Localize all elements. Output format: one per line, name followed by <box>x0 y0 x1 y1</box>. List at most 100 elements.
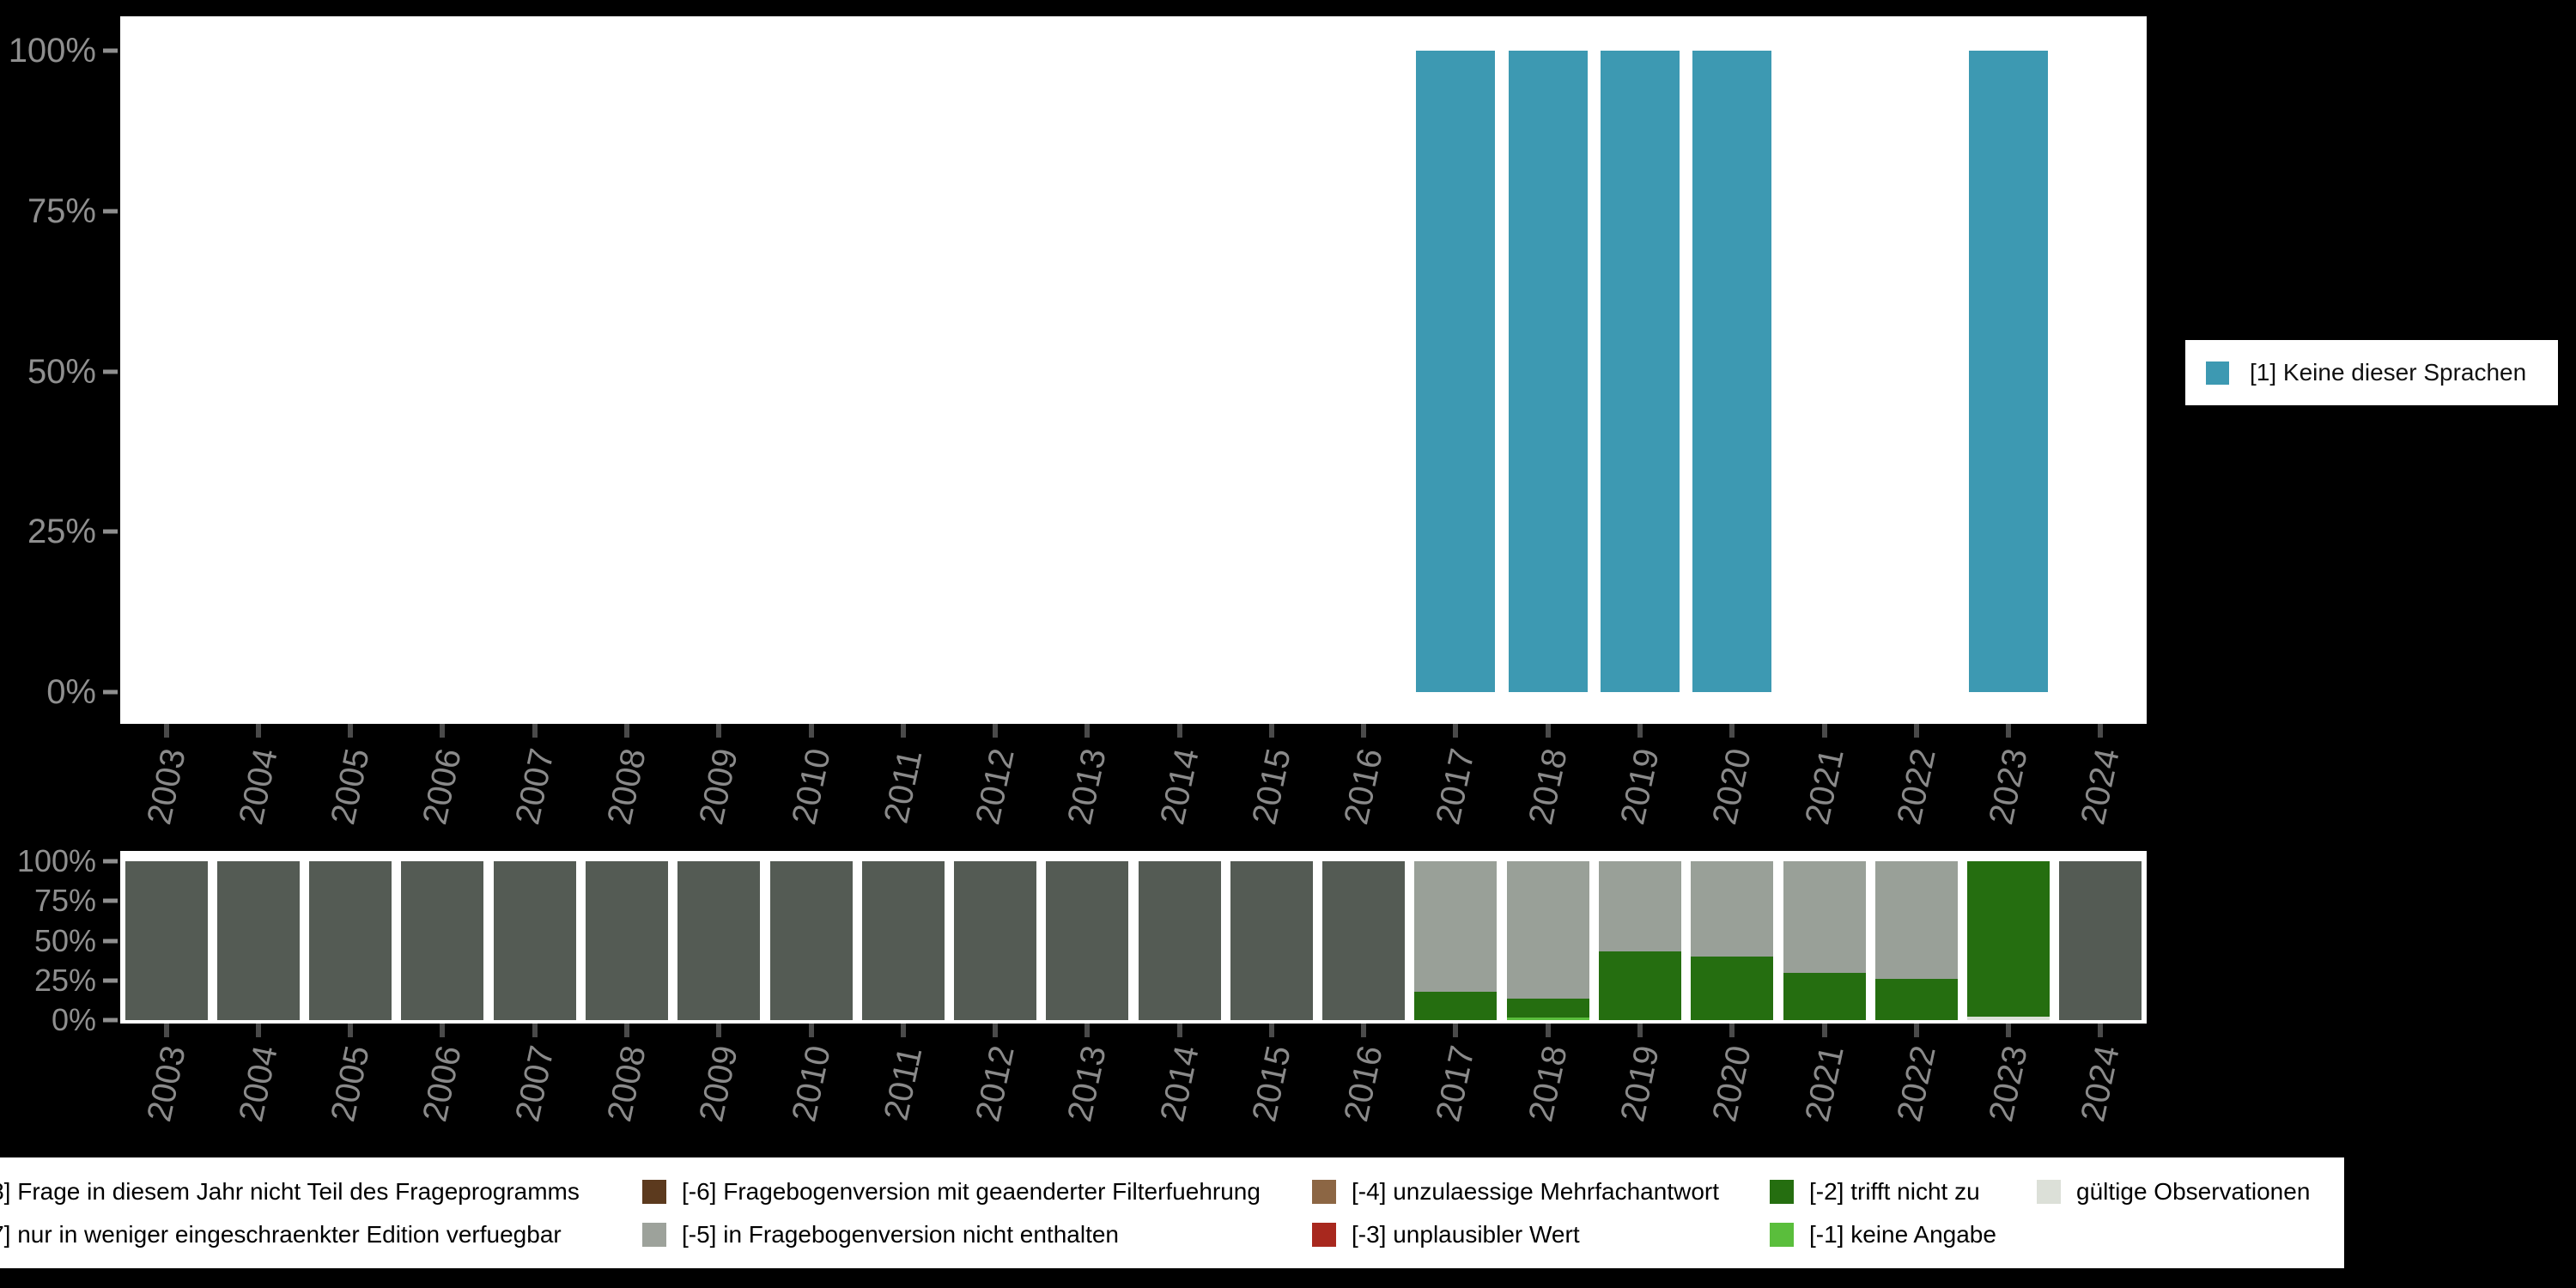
bar-2019 <box>1601 51 1680 692</box>
bar-segment-2018 <box>1506 1018 1589 1020</box>
x-tick-mark <box>1821 1024 1827 1037</box>
bar-segment-2017 <box>1414 991 1498 1020</box>
y-tick-label: 100% <box>16 843 96 878</box>
x-tick-label-2008: 2008 <box>600 1042 653 1126</box>
x-tick-mark <box>532 1024 538 1037</box>
x-tick-label-2005: 2005 <box>324 1042 377 1126</box>
x-tick-label-2016: 2016 <box>1337 744 1390 829</box>
y-tick-label: 0% <box>46 673 96 711</box>
x-tick-mark <box>993 724 999 738</box>
x-tick-label-2022: 2022 <box>1890 1042 1943 1126</box>
bar-segment-2022 <box>1874 861 1958 979</box>
x-tick-mark <box>1637 724 1643 738</box>
legend-item: [-5] in Fragebogenversion nicht enthalte… <box>642 1221 1119 1248</box>
x-tick-label-2005: 2005 <box>324 744 377 829</box>
x-tick-label-2009: 2009 <box>692 744 746 829</box>
x-tick-mark <box>255 1024 261 1037</box>
x-tick-mark <box>1729 724 1735 738</box>
legend-item-label: [-5] in Fragebogenversion nicht enthalte… <box>682 1221 1119 1248</box>
y-tick-mark <box>103 369 118 374</box>
x-tick-mark <box>716 724 722 738</box>
x-tick-mark <box>2098 724 2104 738</box>
x-tick-mark <box>1637 1024 1643 1037</box>
legend-swatch-keine-dieser-sprachen <box>2206 361 2229 385</box>
x-tick-mark <box>1453 1024 1459 1037</box>
x-tick-label-2003: 2003 <box>139 744 193 829</box>
legend-item: [-1] keine Angabe <box>1770 1221 1996 1248</box>
x-tick-mark <box>624 724 629 738</box>
x-tick-mark <box>2098 1024 2104 1037</box>
x-tick-mark <box>440 724 446 738</box>
y-tick-mark <box>103 978 118 983</box>
x-tick-mark <box>1361 724 1367 738</box>
legend-item-label: [-3] unplausibler Wert <box>1352 1221 1580 1248</box>
x-tick-mark <box>993 1024 999 1037</box>
x-tick-mark <box>2006 1024 2012 1037</box>
bar-segment-2011 <box>861 861 945 1020</box>
bar-segment-2024 <box>2059 861 2142 1020</box>
y-tick-mark <box>103 1018 118 1023</box>
x-tick-label-2011: 2011 <box>877 746 930 827</box>
x-tick-label-2013: 2013 <box>1060 744 1115 829</box>
legend-item-label: [-8] Frage in diesem Jahr nicht Teil des… <box>0 1178 580 1205</box>
x-tick-mark <box>2006 724 2012 738</box>
x-tick-mark <box>163 724 169 738</box>
x-tick-mark <box>808 1024 814 1037</box>
bar-2018 <box>1508 51 1588 692</box>
x-tick-label-2010: 2010 <box>784 744 838 829</box>
x-tick-label-2024: 2024 <box>2074 744 2128 829</box>
bar-segment-2015 <box>1230 861 1313 1020</box>
x-tick-mark <box>1453 724 1459 738</box>
bar-segment-2010 <box>769 861 853 1020</box>
y-tick-mark <box>103 690 118 695</box>
bar-segment-2020 <box>1691 861 1774 957</box>
y-tick-mark <box>103 529 118 534</box>
bar-segment-2007 <box>493 861 576 1020</box>
x-tick-mark <box>716 1024 722 1037</box>
x-tick-label-2024: 2024 <box>2074 1042 2128 1126</box>
x-tick-label-2014: 2014 <box>1152 1042 1206 1126</box>
x-tick-label-2006: 2006 <box>416 1042 470 1126</box>
bar-segment-2012 <box>954 861 1037 1020</box>
x-tick-label-2023: 2023 <box>1982 744 2035 829</box>
bar-segment-2019 <box>1599 951 1681 1020</box>
bar-segment-2018 <box>1506 861 1589 999</box>
x-tick-label-2017: 2017 <box>1429 1042 1483 1126</box>
x-tick-mark <box>1084 1024 1091 1037</box>
x-tick-label-2003: 2003 <box>139 1042 193 1126</box>
x-tick-label-2019: 2019 <box>1613 744 1667 829</box>
y-tick-label: 50% <box>27 352 96 391</box>
x-tick-mark <box>1545 724 1551 738</box>
x-tick-mark <box>1729 1024 1735 1037</box>
x-tick-label-2012: 2012 <box>969 1042 1022 1126</box>
x-tick-mark <box>1821 724 1827 738</box>
y-tick-mark <box>103 48 118 53</box>
x-tick-mark <box>900 1024 906 1037</box>
legend-item: [-2] trifft nicht zu <box>1770 1178 1980 1205</box>
x-tick-label-2004: 2004 <box>232 744 285 829</box>
bar-segment-2014 <box>1138 861 1221 1020</box>
legend-item: gültige Observationen <box>2037 1178 2310 1205</box>
x-tick-label-2015: 2015 <box>1245 744 1298 829</box>
bar-segment-2018 <box>1506 999 1589 1018</box>
x-tick-mark <box>348 724 354 738</box>
bar-segment-2013 <box>1046 861 1129 1020</box>
x-tick-mark <box>1176 724 1182 738</box>
x-tick-mark <box>1545 1024 1551 1037</box>
legend-item-label: [-4] unzulaessige Mehrfachantwort <box>1352 1178 1719 1205</box>
x-tick-label-2017: 2017 <box>1429 744 1483 829</box>
x-tick-label-2012: 2012 <box>969 744 1022 829</box>
x-tick-mark <box>440 1024 446 1037</box>
bottom-chart-plot-area <box>120 851 2147 1024</box>
legend-missing-codes: [-8] Frage in diesem Jahr nicht Teil des… <box>0 1157 2344 1268</box>
bar-segment-2023 <box>1967 1017 2050 1020</box>
legend-label: [1] Keine dieser Sprachen <box>2250 359 2527 386</box>
legend-category: [1] Keine dieser Sprachen <box>2185 340 2558 405</box>
x-tick-mark <box>1913 724 1919 738</box>
x-tick-label-2009: 2009 <box>692 1042 746 1126</box>
y-tick-label: 75% <box>27 191 96 230</box>
y-tick-label: 25% <box>27 513 96 551</box>
x-tick-mark <box>532 724 538 738</box>
bar-segment-2021 <box>1783 972 1866 1020</box>
legend-item: [-8] Frage in diesem Jahr nicht Teil des… <box>0 1178 580 1205</box>
